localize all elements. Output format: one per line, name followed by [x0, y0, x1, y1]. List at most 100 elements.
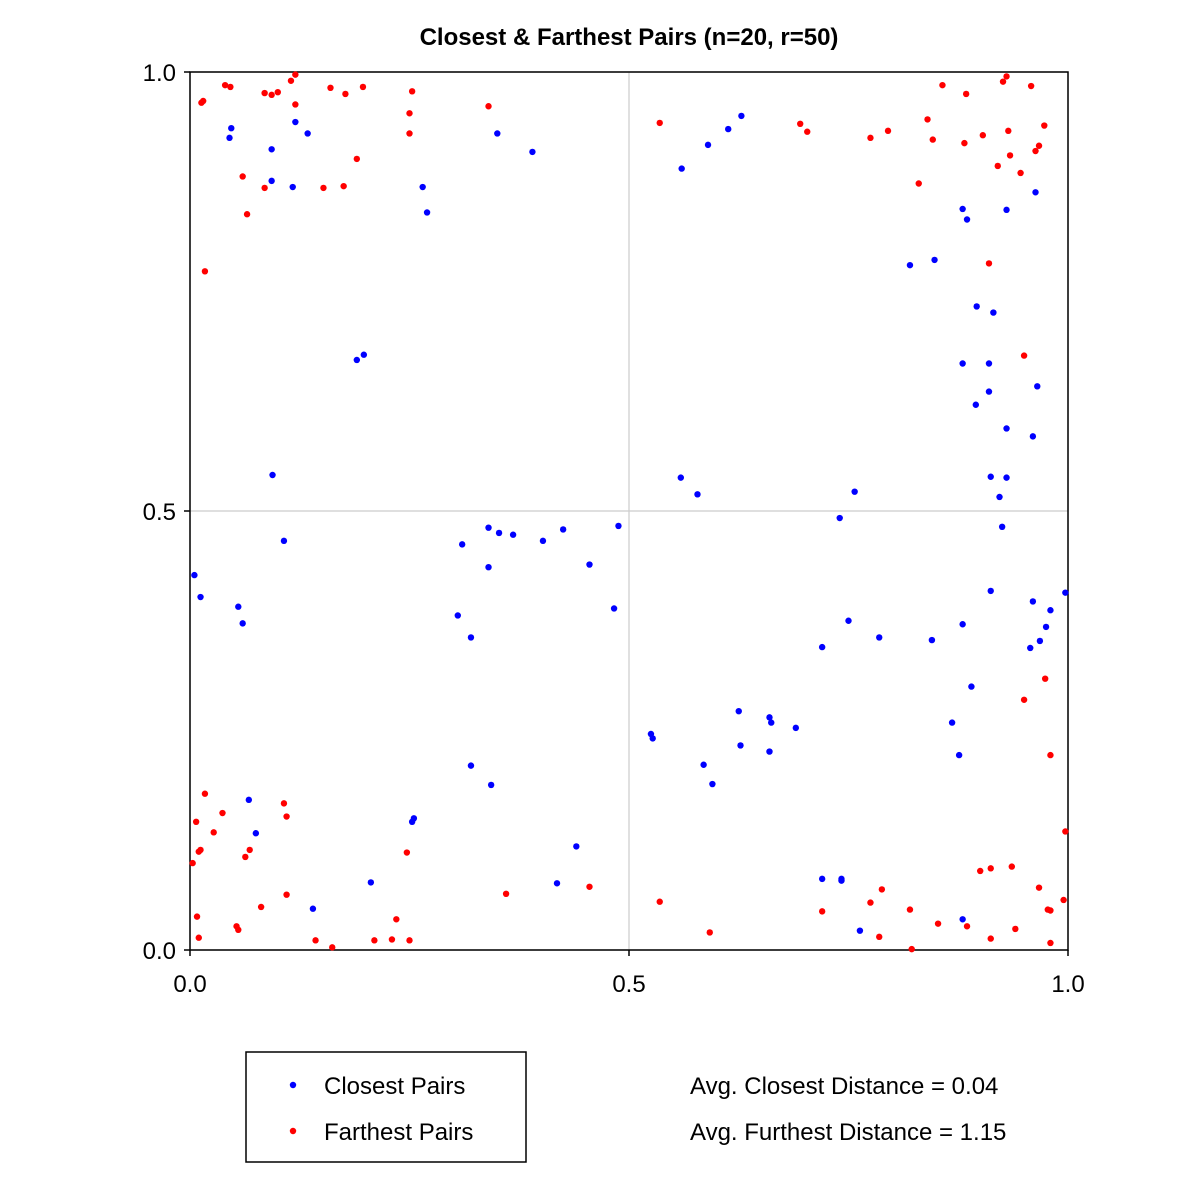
farthest-pair-point: [283, 891, 290, 898]
closest-pair-point: [987, 473, 994, 480]
closest-pair-point: [487, 781, 495, 789]
closest-pair-point: [454, 612, 461, 619]
y-tick-label: 1.0: [143, 60, 176, 87]
closest-pair-point: [985, 388, 993, 395]
farthest-pair-point: [403, 849, 411, 856]
farthest-pair-point: [292, 71, 299, 78]
legend-box: [245, 1051, 527, 1163]
closest-pair-point: [1003, 474, 1010, 481]
farthest-pair-point: [192, 818, 200, 826]
closest-pair-point: [292, 118, 299, 126]
farthest-pair-point: [1020, 696, 1028, 703]
farthest-pair-point: [1012, 925, 1019, 933]
closest-pair-point: [906, 261, 914, 269]
closest-pair-point: [245, 796, 253, 804]
closest-pair-point: [485, 524, 492, 531]
farthest-pair-point: [327, 84, 334, 92]
closest-pair-point: [252, 830, 260, 837]
closest-pair-point: [269, 471, 276, 479]
closest-pair-point: [959, 360, 966, 367]
farthest-pair-point: [287, 77, 295, 84]
closest-pair-point: [737, 742, 744, 749]
closest-pair-point: [553, 880, 561, 887]
x-tick-label: 1.0: [1051, 971, 1084, 998]
grid-lines: [189, 71, 1069, 951]
farthest-pair-point: [201, 790, 209, 797]
closest-pair-point: [559, 526, 567, 533]
closest-pair-point: [694, 491, 701, 498]
closest-pair-point: [1047, 607, 1054, 614]
farthest-pair-point: [388, 936, 396, 943]
farthest-pair-point: [340, 182, 347, 190]
legend-marker-closest: [289, 1081, 297, 1089]
farthest-pair-point: [1047, 907, 1054, 914]
farthest-pair-point: [406, 937, 413, 944]
closest-pair-point: [709, 780, 716, 788]
closest-pair-point: [495, 529, 503, 537]
farthest-pair-point: [195, 934, 202, 941]
farthest-pair-point: [804, 128, 811, 135]
farthest-pair-point: [406, 130, 413, 137]
farthest-pair-point: [329, 944, 336, 951]
closest-pair-point: [467, 634, 475, 641]
closest-pair-point: [529, 148, 536, 156]
closest-pair-point: [419, 183, 426, 191]
chart-title: Closest & Farthest Pairs (n=20, r=50): [420, 24, 839, 51]
farthest-pair-point: [963, 923, 971, 930]
closest-pair-point: [931, 256, 938, 264]
closest-pair-point: [987, 587, 994, 595]
farthest-pair-point: [797, 120, 804, 128]
closest-pair-point: [996, 493, 1003, 501]
closest-pair-point: [1003, 206, 1010, 214]
closest-pair-point: [289, 183, 296, 191]
closest-pair-point: [845, 617, 852, 624]
closest-pair-point: [410, 815, 418, 822]
closest-pair-point: [998, 523, 1006, 531]
closest-pair-point: [1029, 598, 1037, 605]
farthest-pair-point: [1060, 896, 1067, 904]
farthest-pair-point: [884, 127, 892, 135]
farthest-pair-point: [201, 268, 209, 275]
farthest-pair-point: [915, 180, 922, 187]
closest-pair-point: [959, 916, 966, 923]
farthest-pair-point: [246, 846, 253, 854]
closest-pair-point: [268, 146, 275, 153]
closest-pair-point: [353, 356, 361, 364]
closest-pair-point: [509, 531, 517, 538]
closest-pair-point: [235, 603, 242, 610]
closest-pair-point: [367, 879, 375, 886]
closest-pair-point: [1029, 433, 1037, 440]
farthest-pair-point: [939, 81, 946, 89]
closest-pair-point: [1034, 383, 1041, 390]
farthest-pair-point: [987, 865, 994, 872]
farthest-pair-point: [189, 859, 196, 867]
farthest-pair-point: [1032, 147, 1039, 155]
farthest-pair-point: [210, 829, 217, 836]
farthest-pair-point: [1062, 828, 1069, 835]
avg-closest-distance-label: Avg. Closest Distance = 0.04: [690, 1073, 998, 1100]
farthest-pair-point: [257, 903, 265, 911]
legend: Closest Pairs Farthest Pairs: [245, 1051, 527, 1163]
farthest-pair-point: [906, 906, 914, 913]
closest-pair-point: [539, 537, 547, 545]
closest-pair-point: [191, 571, 198, 579]
series-farthest-pairs: [189, 71, 1069, 953]
farthest-pair-point: [312, 937, 319, 944]
closest-pair-point: [735, 707, 742, 715]
closest-pair-point: [766, 748, 773, 755]
closest-pair-point: [973, 303, 980, 310]
farthest-pair-point: [243, 211, 251, 218]
farthest-pair-point: [929, 136, 936, 143]
closest-pair-point: [586, 561, 593, 568]
farthest-pair-point: [586, 883, 593, 890]
farthest-pair-point: [1041, 122, 1048, 129]
closest-pair-point: [458, 541, 466, 548]
closest-pair-point: [792, 724, 800, 732]
closest-pair-point: [485, 563, 492, 571]
closest-pair-point: [268, 177, 275, 185]
farthest-pair-point: [1006, 152, 1014, 159]
farthest-pair-point: [934, 920, 942, 927]
closest-pair-point: [836, 514, 843, 522]
legend-label-farthest: Farthest Pairs: [324, 1119, 473, 1146]
